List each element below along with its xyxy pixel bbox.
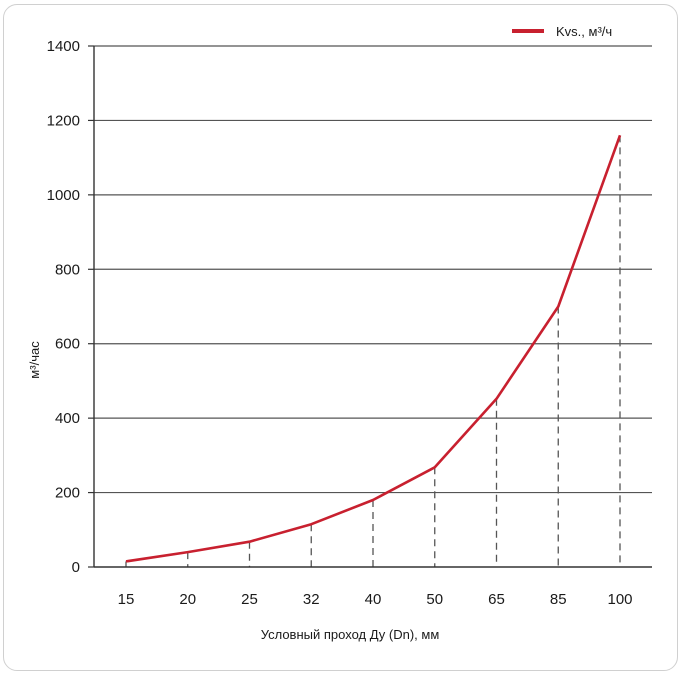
y-tick-label: 600 — [55, 336, 80, 353]
x-tick-label: 25 — [241, 591, 258, 608]
drop-lines — [125, 135, 621, 567]
y-tick-label: 1000 — [47, 187, 80, 204]
series-line-kvs — [125, 134, 622, 563]
y-tick-labels: 0 200 400 600 800 1000 1200 1400 — [47, 38, 80, 576]
x-tick-labels: 15 20 25 32 40 50 65 85 100 — [118, 591, 633, 608]
y-tick-label: 1400 — [47, 38, 80, 55]
x-tick-label: 15 — [118, 591, 135, 608]
chart-frame — [3, 4, 678, 671]
legend-label: Kvs., м³/ч — [556, 24, 612, 39]
x-tick-label: 40 — [365, 591, 382, 608]
x-tick-label: 20 — [179, 591, 196, 608]
y-tick-label: 200 — [55, 485, 80, 502]
y-axis-label: м³/час — [27, 341, 42, 379]
x-tick-label: 50 — [426, 591, 443, 608]
x-axis-label: Условный проход Ду (Dn), мм — [261, 627, 440, 642]
grid-lines — [94, 45, 652, 494]
x-tick-label: 100 — [607, 591, 632, 608]
x-tick-label: 32 — [303, 591, 320, 608]
axes — [88, 45, 652, 568]
y-tick-label: 400 — [55, 410, 80, 427]
y-tick-label: 800 — [55, 261, 80, 278]
y-tick-label: 1200 — [47, 112, 80, 129]
legend: Kvs., м³/ч — [512, 24, 612, 39]
series — [125, 134, 622, 563]
y-tick-label: 0 — [72, 559, 80, 576]
x-tick-label: 65 — [488, 591, 505, 608]
x-tick-label: 85 — [550, 591, 567, 608]
